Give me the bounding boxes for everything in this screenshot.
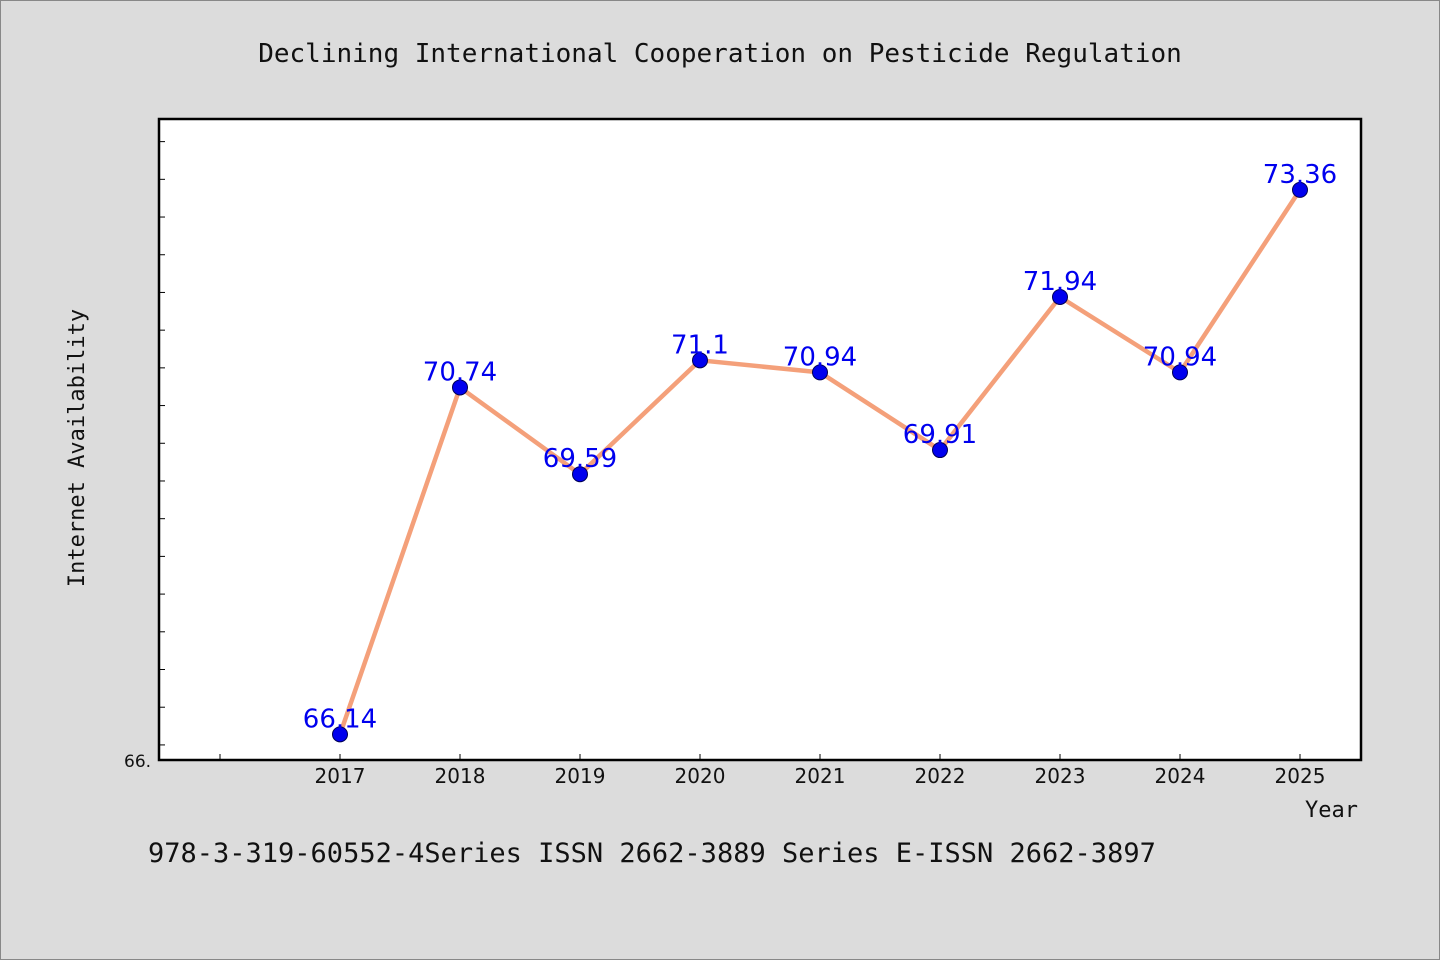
series-group: 66.14 70.74 69.59 71.1 70.94 69.91 71.94 70.94 7… (303, 160, 1337, 743)
x-tick-label: 2017 (315, 764, 366, 788)
x-tick-label: 2022 (915, 764, 966, 788)
data-point (932, 442, 948, 459)
data-label: 71.1 (671, 330, 729, 360)
data-label: 66.14 (303, 704, 377, 734)
y-axis-tick-labels: 66. (124, 752, 151, 772)
data-point (1292, 181, 1308, 198)
x-tick-label: 2024 (1155, 764, 1206, 788)
x-axis-label: Year (1305, 798, 1358, 823)
x-tick-label: 2021 (795, 764, 846, 788)
data-label: 70.94 (1143, 342, 1217, 372)
data-point (1052, 288, 1068, 305)
x-tick-label: 2019 (555, 764, 606, 788)
y-axis-ticks (159, 141, 165, 746)
footer-isbn-text: 978-3-319-60552-4Series ISSN 2662-3889 S… (148, 838, 1156, 869)
x-axis-tick-labels: 2017 2018 2019 2020 2021 2022 2023 2024 2025 (315, 764, 1326, 788)
data-point (812, 364, 828, 381)
data-point (332, 726, 348, 743)
chart-title: Declining International Cooperation on P… (258, 39, 1182, 69)
data-label: 70.74 (423, 357, 497, 387)
data-label: 69.59 (543, 444, 617, 474)
data-label: 71.94 (1023, 267, 1097, 297)
data-label: 70.94 (783, 342, 857, 372)
x-tick-label: 2023 (1035, 764, 1086, 788)
plot-area (157, 117, 1363, 762)
y-axis-label: Internet Availability (65, 309, 90, 587)
y-tick-label: 66. (124, 752, 151, 772)
x-tick-label: 2025 (1275, 764, 1326, 788)
x-tick-label: 2018 (435, 764, 486, 788)
x-tick-label: 2020 (675, 764, 726, 788)
data-point (452, 379, 468, 396)
data-label: 73.36 (1263, 160, 1337, 190)
data-point (1172, 364, 1188, 381)
data-label: 69.91 (903, 420, 977, 450)
data-point (692, 352, 708, 369)
data-point (572, 466, 588, 483)
x-axis-ticks (219, 754, 1301, 760)
